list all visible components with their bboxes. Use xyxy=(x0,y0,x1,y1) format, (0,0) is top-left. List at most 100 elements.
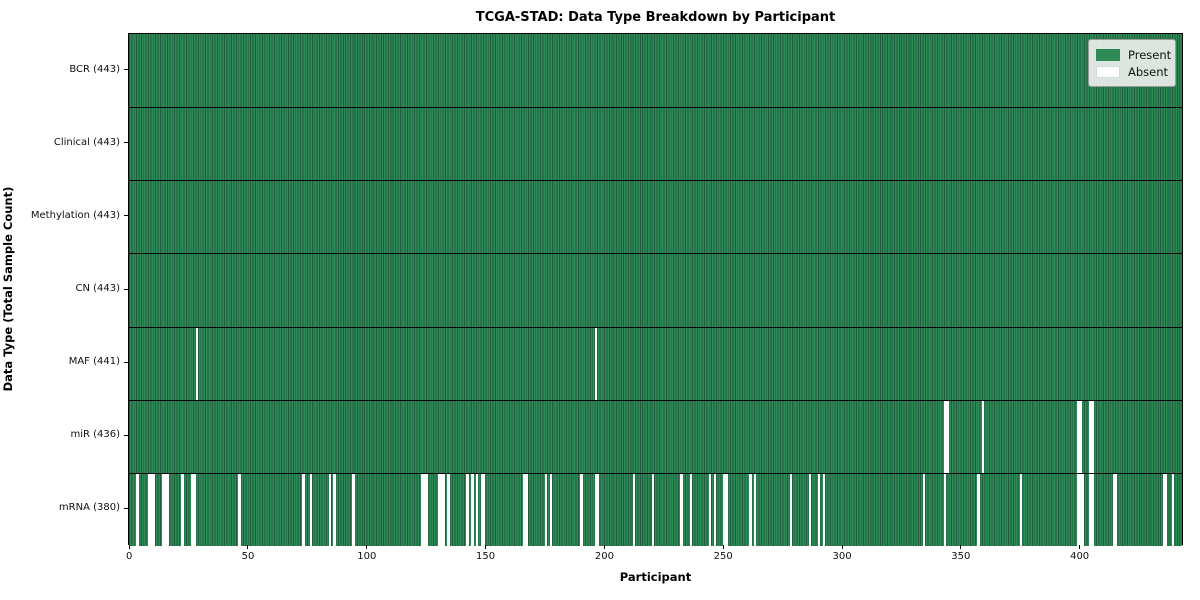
ytick-label-clinical: Clinical (443) xyxy=(53,136,120,148)
xtick-mark xyxy=(603,545,605,549)
ytick-mark xyxy=(124,434,128,436)
absent-stripe xyxy=(723,472,726,546)
xtick-mark xyxy=(247,545,249,549)
absent-stripe xyxy=(148,472,151,546)
xtick-label: 400 xyxy=(1070,551,1090,562)
absent-stripe xyxy=(437,472,441,546)
absent-stripe xyxy=(944,399,947,473)
absent-stripe xyxy=(1088,472,1092,546)
row-divider xyxy=(129,107,1182,109)
xtick-mark xyxy=(128,545,130,549)
row-band-maf xyxy=(129,326,1182,400)
absent-stripe xyxy=(302,472,305,546)
legend-present-label: Present xyxy=(1128,47,1172,62)
absent-stripe xyxy=(749,472,752,546)
absent-stripe xyxy=(1077,399,1080,473)
absent-stripe xyxy=(946,399,949,473)
absent-stripe xyxy=(689,472,693,546)
absent-stripe xyxy=(421,472,424,546)
row-divider xyxy=(129,399,1182,401)
absent-stripe xyxy=(475,472,479,546)
plot-area: Present Absent xyxy=(128,33,1183,546)
absent-stripe xyxy=(1079,472,1082,546)
absent-stripe xyxy=(190,472,194,546)
xtick-label: 100 xyxy=(357,551,377,562)
absent-stripe xyxy=(725,472,728,546)
absent-stripe xyxy=(164,472,168,546)
xtick-label: 150 xyxy=(476,551,496,562)
absent-stripe xyxy=(523,472,526,546)
ytick-label-bcr: BCR (443) xyxy=(69,63,120,75)
absent-stripe xyxy=(309,472,312,546)
xtick-mark xyxy=(722,545,724,549)
absent-stripe xyxy=(977,472,980,546)
absent-stripe xyxy=(708,472,712,546)
absent-stripe xyxy=(1088,399,1092,473)
absent-stripe xyxy=(1115,472,1118,546)
xtick-mark xyxy=(841,545,843,549)
absent-stripe xyxy=(167,472,170,546)
ytick-mark xyxy=(124,361,128,363)
absent-stripe xyxy=(162,472,165,546)
x-axis-label: Participant xyxy=(619,570,692,584)
row-divider xyxy=(129,180,1182,182)
absent-stripe xyxy=(944,472,947,546)
legend-entry-absent: Absent xyxy=(1096,63,1169,80)
absent-stripe xyxy=(632,472,636,546)
absent-stripe xyxy=(1112,472,1116,546)
absent-stripe xyxy=(818,472,821,546)
xtick-mark xyxy=(1079,545,1081,549)
absent-stripe xyxy=(447,472,450,546)
ytick-label-mrna: mRNA (380) xyxy=(58,502,120,514)
absent-stripe xyxy=(594,472,598,546)
absent-stripe xyxy=(483,472,486,546)
absent-stripe xyxy=(136,472,139,546)
row-band-bcr xyxy=(129,34,1182,108)
absent-stripe xyxy=(471,472,474,546)
absent-stripe xyxy=(822,472,826,546)
absent-stripe xyxy=(150,472,153,546)
xtick-mark xyxy=(366,545,368,549)
absent-stripe xyxy=(597,472,600,546)
chart-title: TCGA-STAD: Data Type Breakdown by Partic… xyxy=(475,10,836,25)
xtick-label: 350 xyxy=(951,551,971,562)
absent-stripe xyxy=(193,472,196,546)
absent-swatch-icon xyxy=(1096,65,1120,78)
row-divider xyxy=(129,472,1182,474)
absent-stripe xyxy=(753,472,757,546)
absent-stripe xyxy=(423,472,426,546)
absent-stripe xyxy=(982,399,985,473)
absent-stripe xyxy=(1079,399,1082,473)
absent-stripe xyxy=(580,472,583,546)
absent-stripe xyxy=(1091,472,1094,546)
absent-stripe xyxy=(680,472,683,546)
absent-stripe xyxy=(195,326,198,400)
ytick-label-mir: miR (436) xyxy=(70,429,120,441)
absent-stripe xyxy=(1164,472,1168,546)
row-band-methylation xyxy=(129,180,1182,254)
absent-stripe xyxy=(1081,472,1085,546)
absent-stripe xyxy=(594,326,598,400)
xtick-label: 0 xyxy=(126,551,133,562)
absent-stripe xyxy=(808,472,811,546)
row-divider xyxy=(129,253,1182,255)
absent-stripe xyxy=(922,472,925,546)
legend: Present Absent xyxy=(1088,39,1176,87)
absent-stripe xyxy=(1091,399,1094,473)
row-divider xyxy=(129,326,1182,328)
row-band-cn xyxy=(129,253,1182,327)
absent-stripe xyxy=(480,472,484,546)
legend-entry-present: Present xyxy=(1096,46,1171,63)
absent-stripe xyxy=(426,472,429,546)
legend-absent-label: Absent xyxy=(1128,64,1169,79)
absent-stripe xyxy=(713,472,716,546)
absent-stripe xyxy=(1020,472,1023,546)
ytick-mark xyxy=(124,69,128,71)
ytick-mark xyxy=(124,142,128,144)
absent-stripe xyxy=(466,472,469,546)
absent-stripe xyxy=(1162,472,1165,546)
absent-stripe xyxy=(328,472,331,546)
absent-stripe xyxy=(181,472,184,546)
absent-stripe xyxy=(152,472,156,546)
